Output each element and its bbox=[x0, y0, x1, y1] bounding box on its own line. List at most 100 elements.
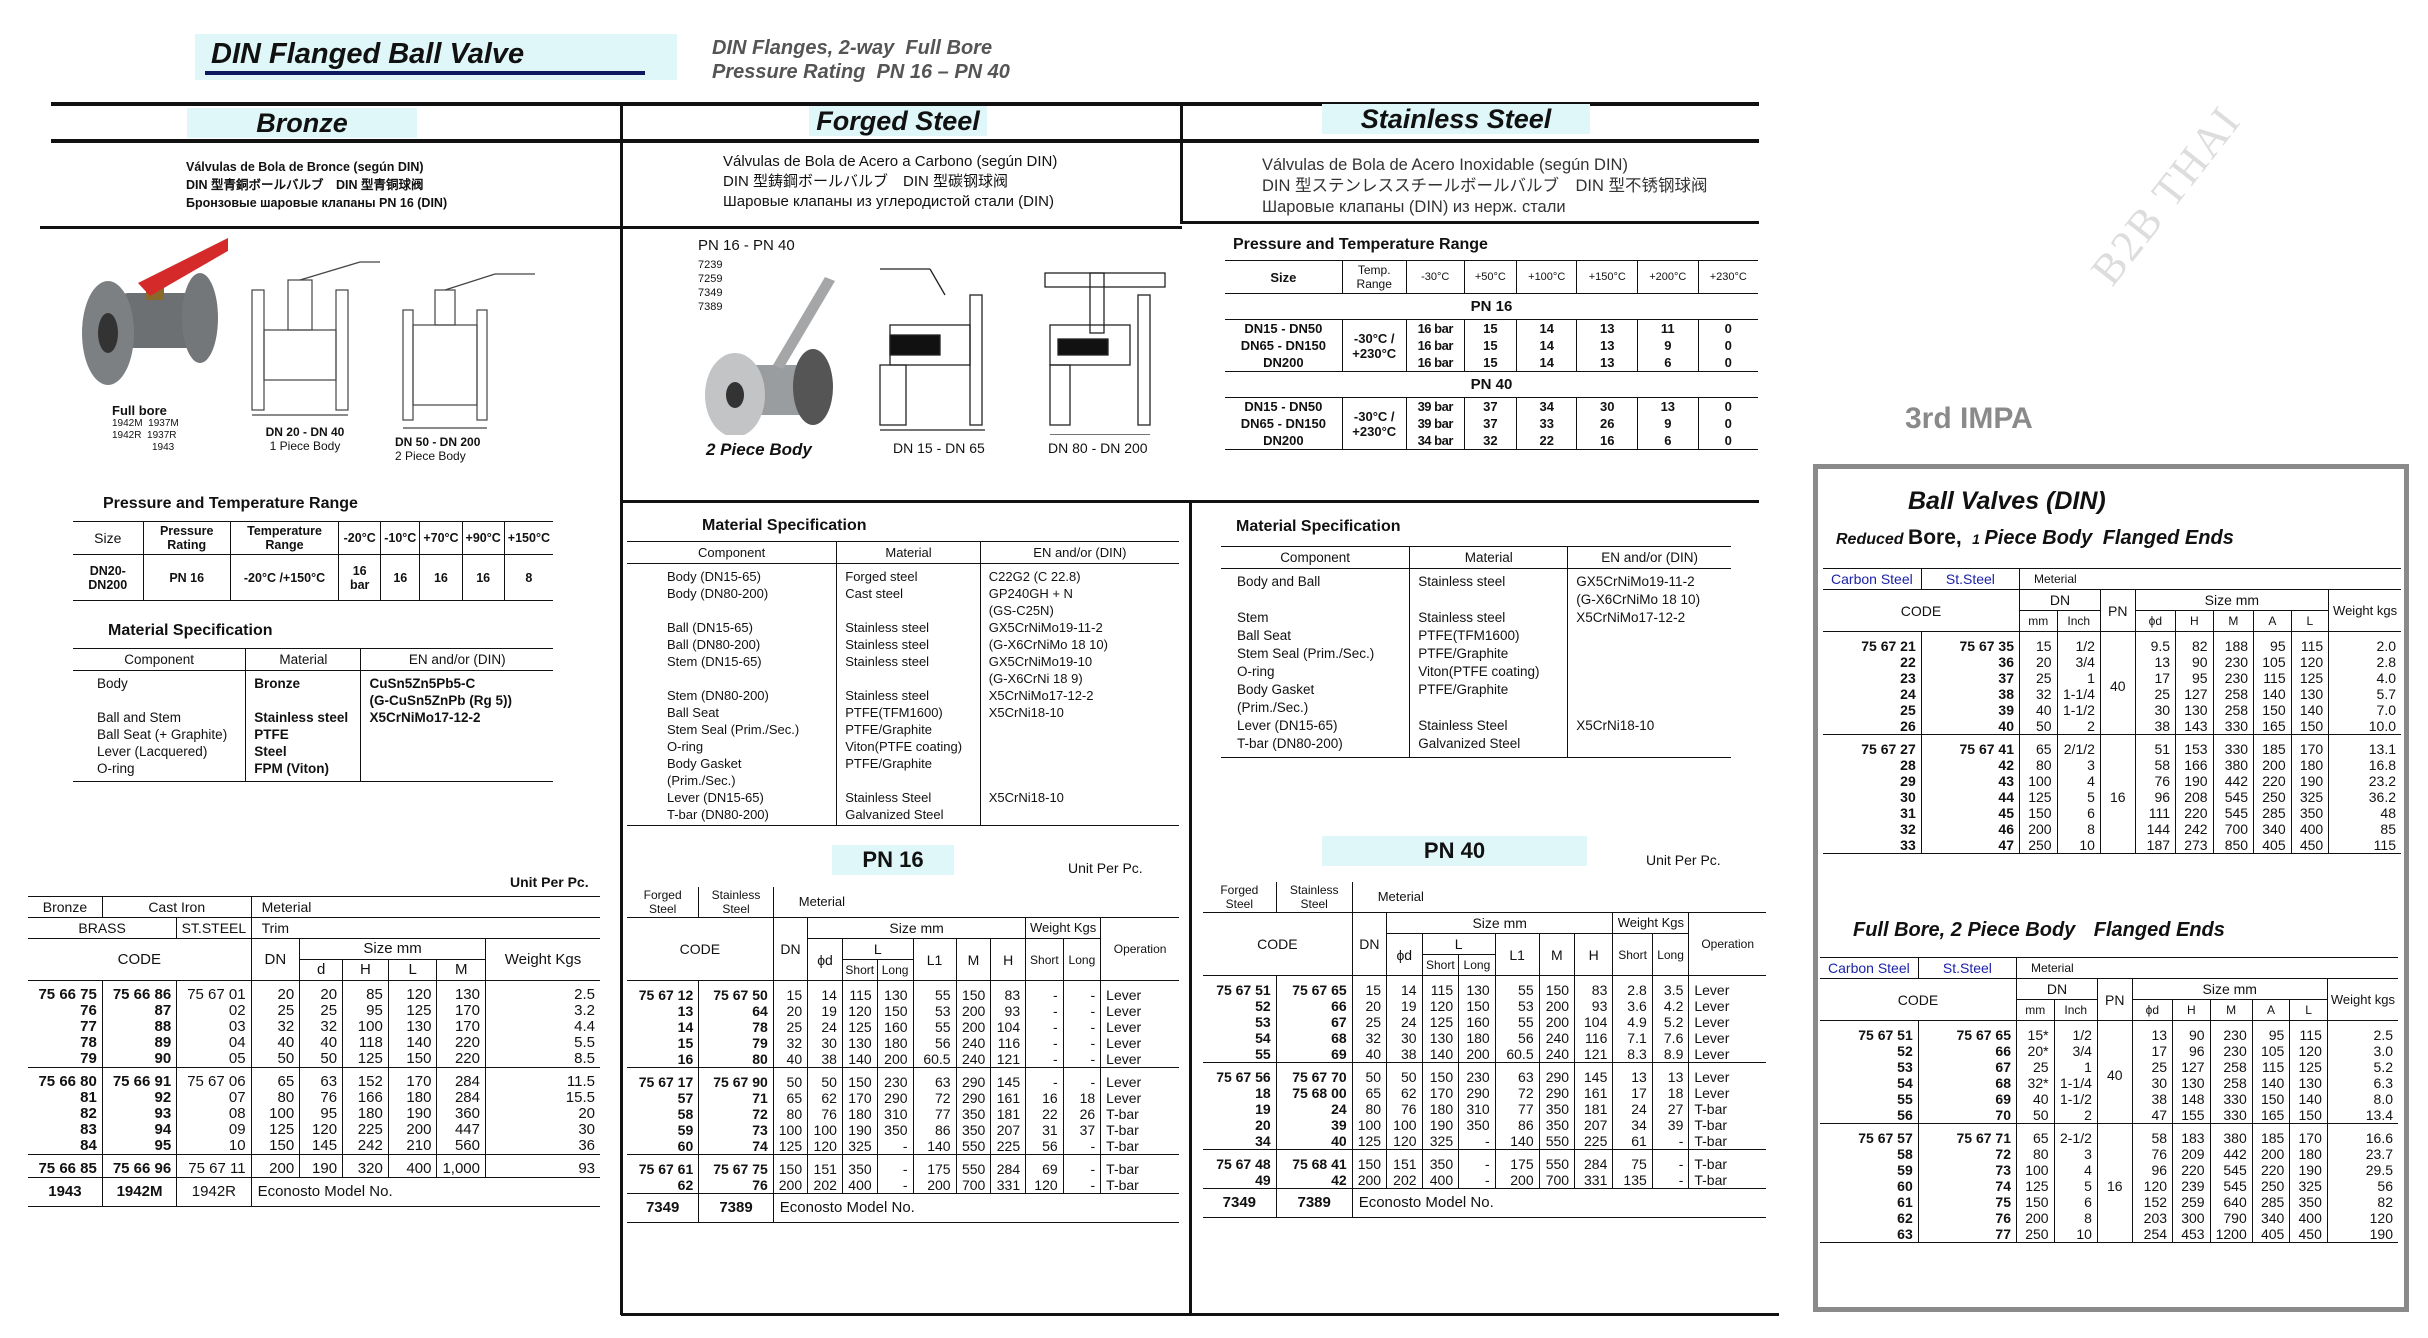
value-cell: 183 bbox=[2172, 1123, 2211, 1146]
value-cell: 32 bbox=[250, 1019, 300, 1035]
code-cell: 83 bbox=[80, 1121, 97, 1138]
value-cell: 230 bbox=[2212, 654, 2254, 670]
col-header: EN and/or (DIN) bbox=[360, 648, 553, 671]
ml-spanish: Válvulas de Bola de Acero Inoxidable (se… bbox=[1262, 156, 1628, 174]
value-cell: 130 bbox=[2172, 1075, 2211, 1091]
code-cell: 58 bbox=[1897, 1146, 1913, 1162]
d-header: d bbox=[299, 959, 343, 981]
value-cell: 200 bbox=[876, 1051, 914, 1068]
value-cell: 350 bbox=[841, 1154, 878, 1177]
value-cell: 72 bbox=[912, 1090, 957, 1106]
value-cell: 145 bbox=[1574, 1062, 1613, 1085]
value-cell: T-bar bbox=[1100, 1177, 1179, 1194]
table-row: 22 36 20 3/4 13 90 230 105 120 2.8 bbox=[1823, 654, 2401, 670]
table-row: 76 87 02 25 25 95 125 170 3.2 bbox=[28, 1003, 600, 1019]
value-cell: - bbox=[1062, 1067, 1101, 1090]
value-cell: - bbox=[1062, 1154, 1101, 1177]
value-cell: 56 bbox=[912, 1035, 957, 1051]
table-row: 60 74 125 5 120 239 545 250 325 56 bbox=[1820, 1178, 2398, 1194]
value-cell: 38 bbox=[2131, 1091, 2173, 1107]
table-row: 13 64 20 19 120 150 53 200 93- - Lever bbox=[627, 1003, 1179, 1019]
value-cell: 240 bbox=[955, 1051, 991, 1068]
code-cell: 75 67 50 bbox=[698, 980, 774, 1003]
subtitle-pressure-label: Pressure Rating bbox=[712, 61, 866, 83]
value-cell: 330 bbox=[2212, 718, 2254, 735]
value-cell: 273 bbox=[2175, 837, 2214, 854]
code-cell: 53 bbox=[1897, 1059, 1913, 1075]
code-cell: 75 67 90 bbox=[698, 1067, 774, 1090]
value-cell: Lever bbox=[1100, 1019, 1179, 1035]
pn40-label: PN 40 bbox=[1322, 836, 1587, 866]
cell: 0 bbox=[1697, 337, 1758, 354]
value-cell: 258 bbox=[2209, 1059, 2253, 1075]
table-row: 24 38 32 1-1/4 25 127 258 140 130 5.7 bbox=[1823, 686, 2401, 702]
col-header: Temperature Range bbox=[229, 521, 339, 555]
table-row: 32 46 200 8 144 242 700 340 400 85 bbox=[1823, 821, 2401, 837]
value-cell: 56 bbox=[2326, 1178, 2398, 1194]
value-cell: 111 bbox=[2134, 805, 2176, 821]
value-cell: 400 bbox=[1421, 1172, 1459, 1189]
code-cell: 10 bbox=[176, 1138, 252, 1155]
material-stainless-steel: Stainless Steel bbox=[1275, 882, 1353, 913]
value-cell: 200 bbox=[1494, 1172, 1540, 1189]
code-cell: 68 bbox=[1917, 1075, 2017, 1091]
value-cell: 86 bbox=[1494, 1117, 1540, 1133]
forged-dn80-200-diagram bbox=[1044, 272, 1166, 435]
value-cell: 63 bbox=[299, 1067, 343, 1090]
col-header: Pressure Rating bbox=[142, 521, 231, 555]
value-cell: 170 bbox=[2289, 1123, 2328, 1146]
divider bbox=[620, 102, 623, 1315]
value-cell: 208 bbox=[2175, 789, 2214, 805]
pn-cell: 16 bbox=[2099, 734, 2136, 854]
dn-header: DN bbox=[772, 917, 808, 981]
caption-models: 1943 bbox=[152, 442, 175, 453]
section-heading-bronze: Bronze bbox=[187, 108, 417, 138]
table-row: DN65 - DN150 39 bar 37 33 26 9 0 bbox=[1225, 415, 1758, 432]
material-stainless-steel: Stainless Steel bbox=[698, 887, 774, 918]
value-cell: 77 bbox=[912, 1106, 957, 1122]
value-cell: 331 bbox=[990, 1177, 1026, 1194]
value-cell: 242 bbox=[2175, 821, 2214, 837]
table-row: 52 66 20 19 120 150 53 200 93 3.6 4.2 Lever bbox=[1203, 998, 1766, 1014]
code-cell: 15 bbox=[2019, 631, 2058, 654]
value-cell: 180 bbox=[2290, 757, 2329, 773]
code-cell: 66 bbox=[1275, 998, 1353, 1014]
value-cell: 121 bbox=[1574, 1046, 1613, 1063]
carbon-steel-label: Carbon Steel bbox=[1820, 957, 1919, 979]
value-cell: 2.5 bbox=[2326, 1020, 2398, 1043]
value-cell: 242 bbox=[342, 1138, 389, 1155]
cell: 15 bbox=[1463, 319, 1517, 337]
value-cell: 130 bbox=[1458, 975, 1496, 998]
bronze-pressure-section: Pressure and Temperature Range Size Pres… bbox=[73, 495, 553, 601]
value-cell: 170 bbox=[841, 1090, 878, 1106]
value-cell: 230 bbox=[876, 1067, 914, 1090]
value-cell: 7.6 bbox=[1651, 1030, 1689, 1046]
code-cell: 73 bbox=[698, 1122, 774, 1138]
value-cell: - bbox=[1062, 1019, 1101, 1035]
ml-russian: Бронзовые шаровые клапаны PN 16 (DIN) bbox=[186, 196, 448, 210]
table-row: 75 66 85 75 66 96 75 67 11 200 190 320 400 1,00… bbox=[28, 1154, 600, 1178]
value-cell: 115 bbox=[2251, 1059, 2290, 1075]
value-cell: 140 bbox=[1421, 1046, 1459, 1063]
value-cell: 76 bbox=[1386, 1101, 1423, 1117]
code-cell: 33 bbox=[1900, 837, 1916, 853]
value-cell: 790 bbox=[2209, 1210, 2253, 1226]
table-row: 78 89 04 40 40 118 140 220 5.5 bbox=[28, 1035, 600, 1051]
value-cell: 60.5 bbox=[912, 1051, 957, 1068]
ml-russian: Шаровые клапаны из углеродистой стали (D… bbox=[723, 193, 1054, 210]
col-header: Component bbox=[1221, 546, 1410, 569]
table-row: 59 73 100 100 190 350 86 350 207 31 37 T-bar bbox=[627, 1122, 1179, 1138]
caption-title: Full bore bbox=[112, 403, 167, 418]
value-cell: 120 bbox=[387, 980, 437, 1003]
code-cell: 65 bbox=[1351, 1085, 1387, 1101]
value-cell: 90 bbox=[2172, 1020, 2211, 1043]
value-cell: 3.2 bbox=[484, 1003, 600, 1019]
cell: DN15 - DN50 bbox=[1244, 321, 1323, 336]
value-cell: 450 bbox=[2289, 1226, 2328, 1243]
code-cell: 63 bbox=[1897, 1226, 1913, 1242]
value-cell: 545 bbox=[2209, 1178, 2253, 1194]
code-cell: 44 bbox=[1920, 789, 2020, 805]
unit-label: Unit Per Pc. bbox=[1068, 860, 1143, 876]
code-cell: 125 bbox=[772, 1138, 808, 1155]
value-cell: 3/4 bbox=[2056, 654, 2101, 670]
